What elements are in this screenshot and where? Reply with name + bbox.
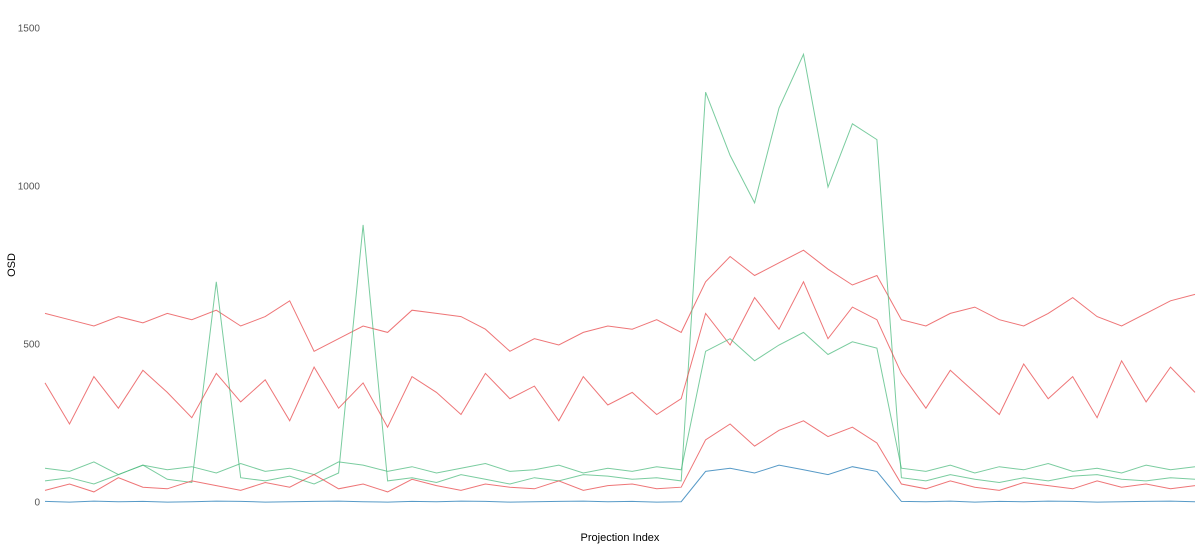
series-line: [44, 52, 1196, 485]
series-line: [44, 420, 1196, 493]
y-axis-label: OSD: [6, 253, 18, 277]
y-tick-label: 500: [23, 340, 40, 351]
y-tick-label: 0: [34, 498, 40, 509]
series-line: [44, 331, 1196, 476]
series-line: [44, 464, 1196, 503]
x-axis-label: Projection Index: [581, 532, 660, 544]
series-line: [44, 280, 1196, 429]
y-tick-label: 1500: [18, 24, 41, 35]
y-tick-label: 1000: [18, 182, 41, 193]
series-line: [44, 249, 1196, 352]
